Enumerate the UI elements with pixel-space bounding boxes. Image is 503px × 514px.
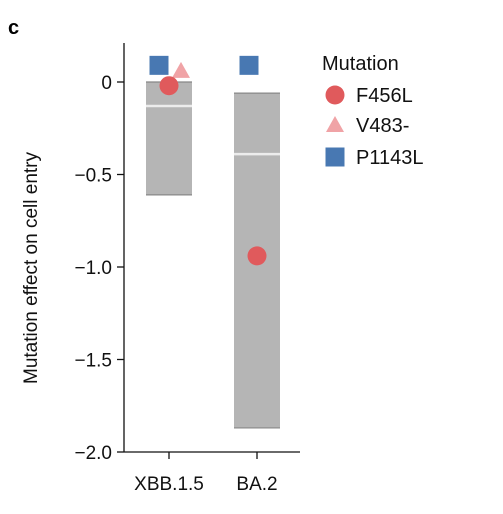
legend-title: Mutation	[322, 53, 399, 75]
point-p1143l-ba-2	[239, 55, 259, 75]
axes: 0 −0.5 −1.0 −1.5 −2.0 XBB.1.5 BA.2	[74, 43, 300, 495]
y-tick-label: 0	[101, 73, 112, 94]
legend-label: F456L	[356, 85, 413, 107]
legend-marker-v483	[326, 116, 344, 132]
legend: Mutation F456L V483- P1143L	[322, 53, 423, 169]
panel-label: c	[8, 17, 19, 39]
distribution-boxes	[146, 81, 280, 429]
y-tick-label: −0.5	[74, 166, 112, 187]
point-f456l-ba-2	[247, 246, 267, 266]
point-p1143l-xbb-1-5	[149, 55, 169, 75]
legend-label: V483-	[356, 115, 409, 137]
y-axis-label: Mutation effect on cell entry	[21, 152, 42, 384]
data-points	[149, 55, 267, 266]
y-tick-label: −1.0	[74, 258, 112, 279]
y-tick-label: −1.5	[74, 351, 112, 372]
legend-label: P1143L	[356, 147, 423, 169]
box-xbb-1-5	[146, 82, 192, 195]
point-f456l-xbb-1-5	[159, 76, 179, 96]
legend-marker-f456l	[325, 85, 345, 105]
legend-marker-p1143l	[325, 147, 345, 167]
x-tick-label: BA.2	[236, 474, 277, 495]
x-tick-label: XBB.1.5	[134, 474, 204, 495]
point-v483-xbb-1-5	[172, 61, 190, 78]
y-tick-label: −2.0	[74, 443, 112, 464]
